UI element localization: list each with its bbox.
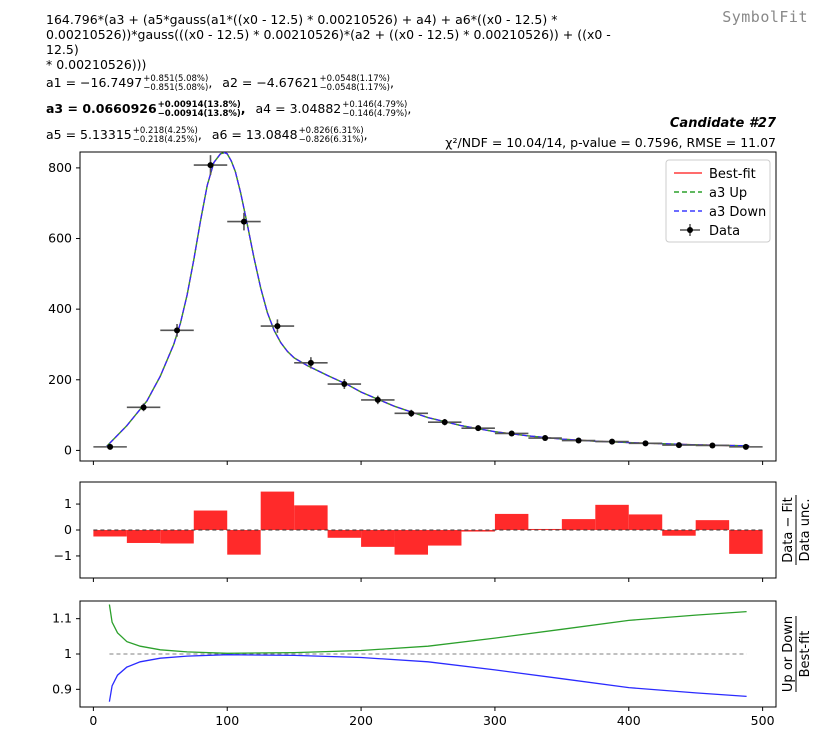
residual-bar xyxy=(561,519,596,530)
ratio-down-curve xyxy=(108,654,747,702)
candidate-label: Candidate #27 xyxy=(669,116,776,131)
main-ytick-label: 600 xyxy=(48,231,72,246)
legend-label: a3 Down xyxy=(709,205,766,220)
residual-bar xyxy=(729,530,763,554)
fit-statistics: χ²/NDF = 10.04/14, p-value = 0.7596, RMS… xyxy=(445,135,776,150)
ratio-ytick-label: 1.1 xyxy=(52,611,72,626)
data-point xyxy=(307,359,314,366)
ratio-up-curve xyxy=(108,604,747,654)
legend-box xyxy=(665,159,771,243)
legend: Best-fit a3 Up a3 Down Data xyxy=(665,159,771,243)
a3-up-curve xyxy=(106,152,750,447)
residual-bar xyxy=(695,520,730,530)
symbolfit-logo: SymbolFit xyxy=(722,8,808,26)
residual-bar xyxy=(93,530,127,537)
data-point xyxy=(274,323,281,330)
residual-ytick-label: 0 xyxy=(64,522,72,537)
legend-label: Data xyxy=(709,224,740,239)
data-point xyxy=(408,410,415,417)
residual-bar xyxy=(260,491,295,530)
param-row-3: a5 = 5.13315 +0.218(4.25%) −0.218(4.25%), … xyxy=(46,122,417,148)
residual-bar xyxy=(428,530,462,546)
residual-bar xyxy=(126,530,161,543)
data-point xyxy=(709,442,716,449)
residual-bar xyxy=(662,530,696,536)
data-point xyxy=(542,435,549,442)
main-ytick-label: 800 xyxy=(48,160,72,175)
residual-bar xyxy=(227,530,261,555)
residual-ylabel-denominator: Data unc. xyxy=(798,499,813,562)
data-point xyxy=(174,327,181,334)
param-a1: a1 = −16.7497 +0.851(5.08%) −0.851(5.08%), xyxy=(46,73,213,93)
data-point xyxy=(742,443,749,450)
residual-ylabel-numerator: Data − Fit xyxy=(781,497,796,562)
param-a6: a6 = 13.0848 +0.826(6.31%) −0.826(6.31%), xyxy=(211,125,368,145)
ratio-xtick-label: 400 xyxy=(617,713,641,728)
legend-label: Best-fit xyxy=(709,167,756,182)
a3-down-curve xyxy=(106,152,750,447)
ratio-xtick-label: 0 xyxy=(89,713,97,728)
residual-bar xyxy=(628,514,663,530)
residual-ylabel: Data − Fit Data unc. xyxy=(781,495,813,565)
main-ytick-label: 0 xyxy=(64,442,72,457)
param-a3: a3 = 0.0660926 +0.00914(13.8%) −0.00914(13… xyxy=(46,99,246,119)
main-ytick-label: 400 xyxy=(48,301,72,316)
ratio-ytick-label: 0.9 xyxy=(52,681,72,696)
param-a4: a4 = 3.04882 +0.146(4.79%) −0.146(4.79%), xyxy=(255,99,412,119)
ratio-xtick-label: 100 xyxy=(215,713,239,728)
data-point xyxy=(374,396,381,403)
ratio-xtick-label: 300 xyxy=(483,713,507,728)
data-point xyxy=(140,404,147,411)
residual-bar xyxy=(327,530,362,538)
residual-bar xyxy=(528,528,562,530)
bestfit-curve xyxy=(106,151,750,447)
residual-bar xyxy=(361,530,395,547)
residual-bar xyxy=(160,530,194,544)
residual-ytick-label: 1 xyxy=(64,496,72,511)
param-a5: a5 = 5.13315 +0.218(4.25%) −0.218(4.25%), xyxy=(46,125,202,145)
residual-bar xyxy=(294,505,328,530)
residual-bar xyxy=(461,530,495,532)
ratio-ylabel-denominator: Best-fit xyxy=(798,631,813,678)
residual-bar xyxy=(193,510,228,530)
data-point xyxy=(441,419,448,426)
ratio-xtick-label: 500 xyxy=(751,713,775,728)
legend-data-marker xyxy=(687,227,693,233)
data-point xyxy=(475,425,482,432)
ratio-ylabel: Up or Down Best-fit xyxy=(781,616,813,692)
data-point xyxy=(675,442,682,449)
fit-formula: 164.796*(a3 + (a5*gauss(a1*((x0 - 12.5) … xyxy=(46,12,611,72)
data-point xyxy=(575,437,582,444)
legend-label: a3 Up xyxy=(709,186,747,201)
param-a2: a2 = −4.67621 +0.0548(1.17%) −0.0548(1.17%… xyxy=(222,73,394,93)
data-point xyxy=(107,443,114,450)
data-point xyxy=(207,162,214,169)
param-row-1: a1 = −16.7497 +0.851(5.08%) −0.851(5.08%),… xyxy=(46,70,417,96)
parameter-table: a1 = −16.7497 +0.851(5.08%) −0.851(5.08%),… xyxy=(46,70,417,148)
data-point xyxy=(609,438,616,445)
data-point xyxy=(508,430,515,437)
data-point xyxy=(642,440,649,447)
main-ytick-label: 200 xyxy=(48,372,72,387)
residual-bar xyxy=(394,530,428,555)
ratio-xtick-label: 200 xyxy=(349,713,373,728)
residual-ytick-label: −1 xyxy=(54,548,72,563)
data-point xyxy=(240,218,247,225)
residual-bar xyxy=(595,504,629,530)
data-point xyxy=(341,381,348,388)
ratio-ylabel-numerator: Up or Down xyxy=(781,616,796,692)
param-row-2: a3 = 0.0660926 +0.00914(13.8%) −0.00914(13… xyxy=(46,96,417,122)
main-panel-frame xyxy=(79,151,777,462)
residual-bar xyxy=(494,513,529,530)
ratio-ytick-label: 1 xyxy=(64,646,72,661)
